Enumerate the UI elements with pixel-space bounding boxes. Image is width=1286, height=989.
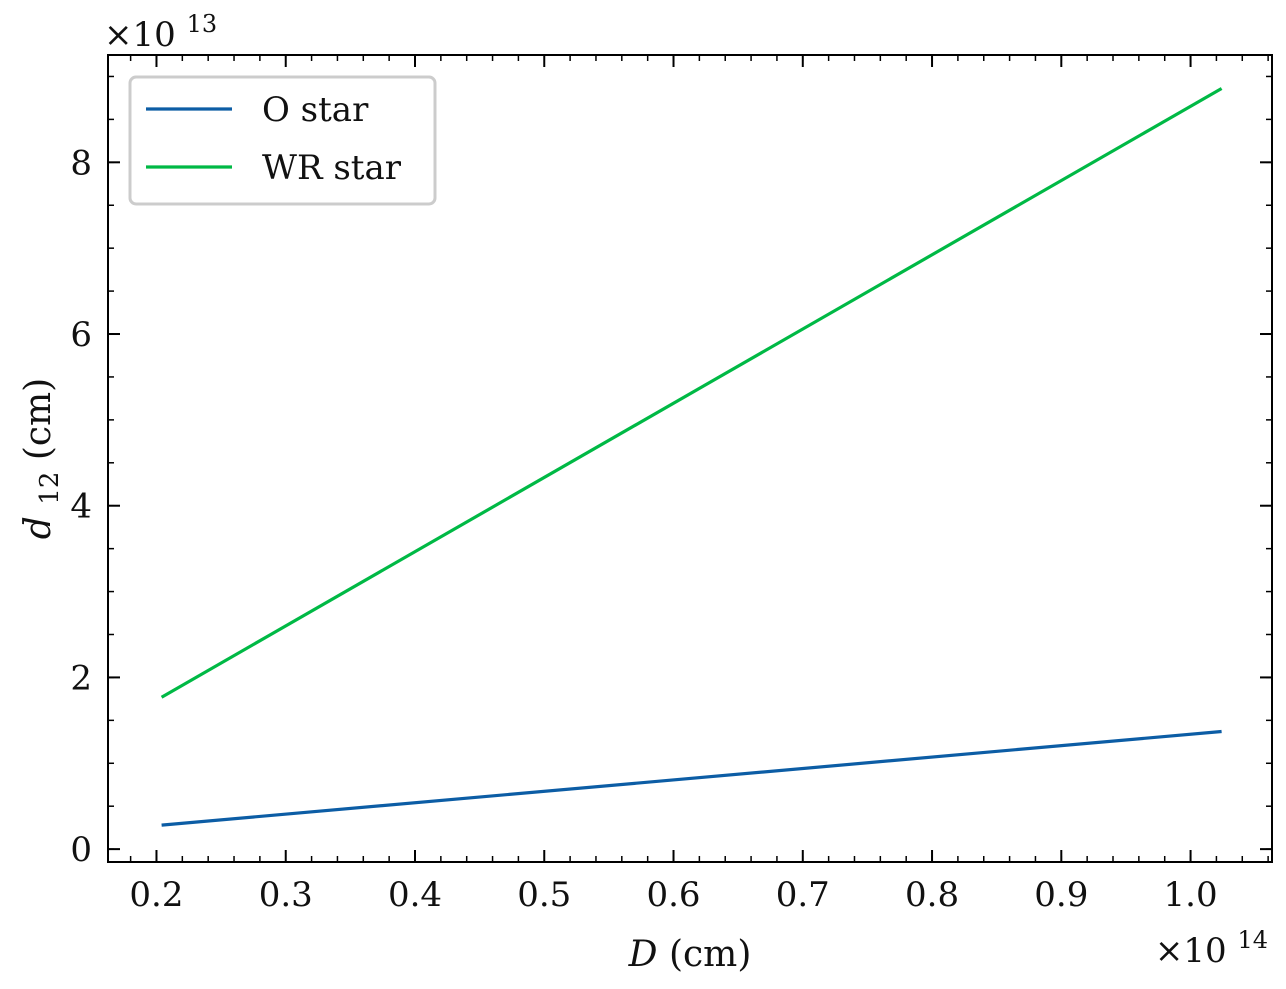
y-offset-prefix: ×10	[104, 15, 176, 55]
y-offset-label: ×10 13	[104, 10, 217, 55]
legend-label-o-star: O star	[262, 90, 369, 130]
x-offset-exponent: 14	[1237, 926, 1268, 954]
legend-items: O star WR star	[146, 90, 402, 188]
x-offset-prefix: ×10	[1155, 931, 1227, 971]
x-tick-label: 0.9	[1034, 875, 1088, 915]
y-axis-subscript: 12	[35, 472, 65, 505]
x-axis-unit: (cm)	[669, 934, 751, 975]
y-tick-label: 0	[70, 830, 92, 870]
series-line-wr-star	[160, 87, 1223, 699]
y-tick-labels: 0 2 4 6 8	[70, 143, 92, 870]
legend-label-wr-star: WR star	[262, 148, 402, 188]
y-offset-exponent: 13	[187, 10, 218, 38]
y-tick-label: 4	[70, 487, 92, 527]
y-tick-label: 8	[70, 143, 92, 183]
x-tick-label: 0.5	[517, 875, 571, 915]
y-axis-title: d 12 (cm)	[18, 378, 67, 539]
x-axis-variable: D	[628, 934, 658, 975]
plot-frame	[107, 54, 1273, 863]
x-tick-label: 0.4	[388, 875, 442, 915]
x-tick-label: 0.3	[259, 875, 313, 915]
x-tick-label: 0.6	[646, 875, 700, 915]
x-tick-label: 1.0	[1164, 875, 1218, 915]
y-axis-variable: d	[18, 516, 59, 539]
series-line-o-star	[161, 729, 1222, 827]
y-tick-label: 6	[70, 315, 92, 355]
x-offset-label: ×10 14	[1155, 926, 1268, 971]
x-tick-label: 0.8	[905, 875, 959, 915]
x-tick-label: 0.2	[129, 875, 183, 915]
y-axis-unit: (cm)	[18, 378, 59, 460]
x-tick-labels: 0.2 0.3 0.4 0.5 0.6 0.7 0.8 0.9 1.0	[129, 875, 1217, 915]
x-tick-label: 0.7	[776, 875, 830, 915]
legend: O star WR star	[128, 75, 437, 206]
series-layer	[160, 87, 1223, 827]
x-axis-title: D (cm)	[628, 934, 752, 975]
y-tick-label: 2	[70, 658, 92, 698]
